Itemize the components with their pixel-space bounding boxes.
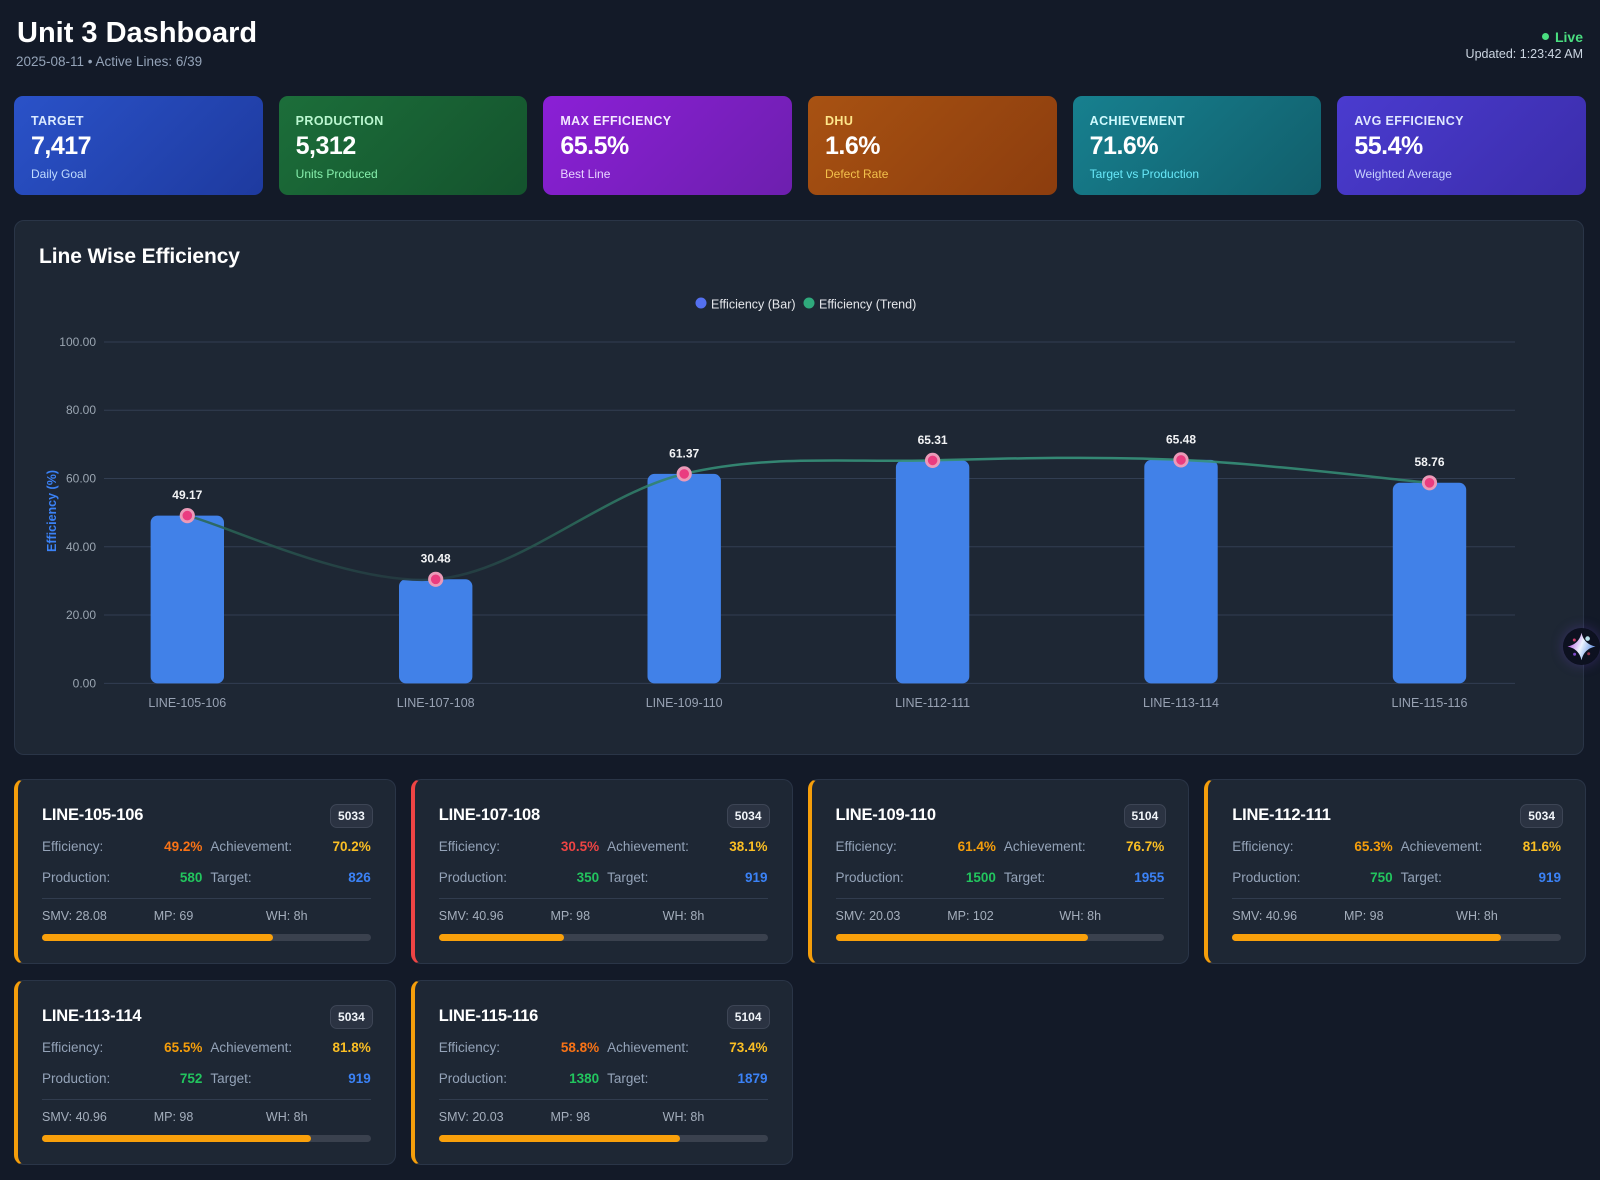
svg-text:30.48: 30.48 — [421, 552, 451, 566]
svg-text:65.48: 65.48 — [1166, 432, 1196, 446]
svg-text:80.00: 80.00 — [66, 403, 96, 417]
svg-text:LINE-105-106: LINE-105-106 — [148, 696, 226, 710]
svg-text:LINE-107-108: LINE-107-108 — [397, 696, 475, 710]
svg-text:Efficiency (%): Efficiency (%) — [45, 470, 59, 552]
svg-text:Efficiency (Bar): Efficiency (Bar) — [711, 298, 796, 312]
svg-text:58.76: 58.76 — [1414, 455, 1444, 469]
svg-text:65.31: 65.31 — [918, 433, 948, 447]
svg-text:49.17: 49.17 — [172, 488, 202, 502]
svg-text:60.00: 60.00 — [66, 472, 96, 486]
svg-text:0.00: 0.00 — [73, 676, 97, 690]
svg-text:20.00: 20.00 — [66, 608, 96, 622]
svg-text:LINE-113-114: LINE-113-114 — [1143, 696, 1219, 710]
svg-text:40.00: 40.00 — [66, 540, 96, 554]
svg-text:100.00: 100.00 — [59, 335, 96, 349]
svg-text:LINE-115-116: LINE-115-116 — [1392, 696, 1468, 710]
svg-text:Efficiency (Trend): Efficiency (Trend) — [819, 298, 916, 312]
svg-text:LINE-112-111: LINE-112-111 — [895, 696, 970, 710]
svg-text:61.37: 61.37 — [669, 446, 699, 460]
svg-text:LINE-109-110: LINE-109-110 — [646, 696, 723, 710]
